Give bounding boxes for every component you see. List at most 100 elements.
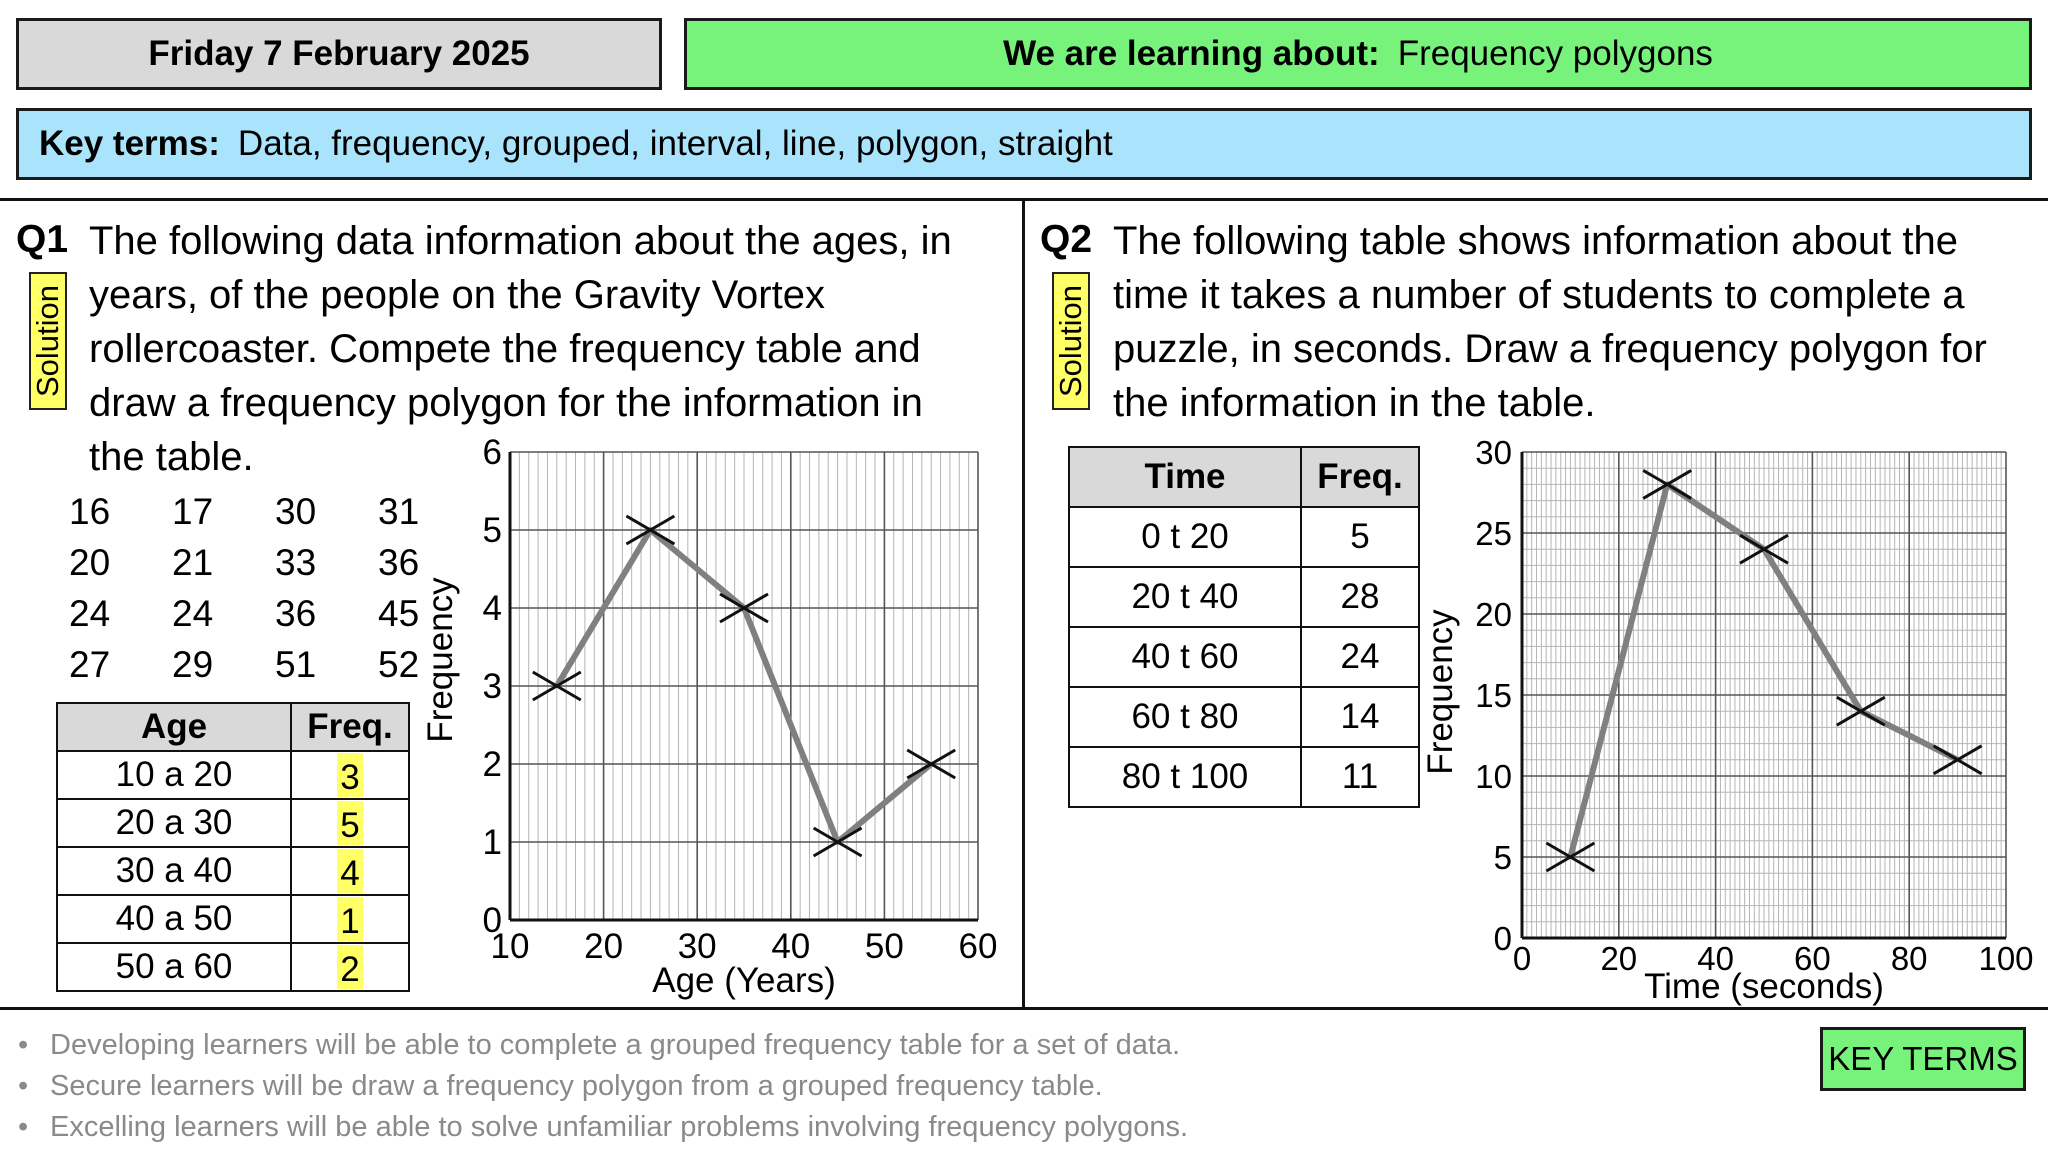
x-tick-label: 20 bbox=[584, 927, 623, 966]
data-value: 16 bbox=[69, 490, 111, 532]
y-axis-label: Frequency bbox=[421, 577, 460, 743]
date-banner: Friday 7 February 2025 bbox=[16, 18, 662, 90]
table-cell-interval: 40 a 50 bbox=[56, 894, 292, 944]
table-row: 20 t 40 28 bbox=[1068, 566, 1420, 628]
x-tick-label: 60 bbox=[959, 927, 998, 966]
data-row: 24 24 36 45 bbox=[60, 588, 472, 639]
highlighted-answer: 4 bbox=[337, 848, 363, 893]
highlighted-answer: 1 bbox=[337, 896, 363, 941]
y-tick-label: 25 bbox=[1475, 515, 1512, 552]
y-tick-label: 15 bbox=[1475, 677, 1512, 714]
q1-text-line: The following data information about the… bbox=[89, 219, 952, 263]
data-row: 16 17 30 31 bbox=[60, 486, 472, 537]
table-header-freq: Freq. bbox=[1300, 446, 1420, 508]
y-tick-label: 1 bbox=[483, 823, 502, 862]
data-point-cross bbox=[1739, 533, 1789, 565]
data-point-cross bbox=[532, 670, 582, 702]
bullet-icon: • bbox=[18, 1111, 29, 1143]
q1-text-line: draw a frequency polygon for the informa… bbox=[89, 381, 923, 425]
data-row: 20 21 33 36 bbox=[60, 537, 472, 588]
table-row: 10 a 20 3 bbox=[56, 750, 410, 800]
objective-label: We are learning about: bbox=[1003, 34, 1380, 73]
q1-solution-button[interactable]: Solution bbox=[29, 272, 67, 410]
q2-text-line: time it takes a number of students to co… bbox=[1113, 273, 1965, 317]
data-value: 36 bbox=[378, 541, 420, 583]
success-criteria-list: • Developing learners will be able to co… bbox=[18, 1025, 1188, 1148]
table-row: 0 t 20 5 bbox=[1068, 506, 1420, 568]
key-terms-banner: Key terms: Data, frequency, grouped, int… bbox=[16, 108, 2032, 180]
y-tick-label: 30 bbox=[1475, 434, 1512, 471]
table-cell-interval: 80 t 100 bbox=[1068, 746, 1302, 808]
y-tick-label: 0 bbox=[1494, 920, 1512, 957]
bullet-icon: • bbox=[18, 1029, 29, 1061]
success-criteria-item: • Excelling learners will be able to sol… bbox=[18, 1107, 1188, 1148]
table-cell-interval: 30 a 40 bbox=[56, 846, 292, 896]
table-row: 40 t 60 24 bbox=[1068, 626, 1420, 688]
table-row: 20 a 30 5 bbox=[56, 798, 410, 848]
criteria-text: Developing learners will be able to comp… bbox=[50, 1029, 1181, 1061]
data-value: 36 bbox=[275, 592, 317, 634]
x-tick-label: 0 bbox=[1513, 940, 1531, 977]
table-row: 50 a 60 2 bbox=[56, 942, 410, 992]
data-value: 45 bbox=[378, 592, 420, 634]
data-point-cross bbox=[1836, 695, 1886, 727]
x-axis-label: Age (Years) bbox=[652, 961, 836, 1000]
table-cell-frequency: 3 bbox=[290, 750, 410, 800]
data-point-cross bbox=[1642, 469, 1692, 500]
y-tick-label: 10 bbox=[1475, 758, 1512, 795]
success-criteria-item: • Developing learners will be able to co… bbox=[18, 1025, 1188, 1066]
key-terms-value: Data, frequency, grouped, interval, line… bbox=[237, 124, 1113, 163]
data-value: 33 bbox=[275, 541, 317, 583]
y-tick-label: 4 bbox=[483, 589, 502, 628]
table-cell-frequency: 1 bbox=[290, 894, 410, 944]
data-value: 31 bbox=[378, 490, 420, 532]
data-value: 21 bbox=[172, 541, 214, 583]
key-terms-button[interactable]: KEY TERMS bbox=[1820, 1027, 2026, 1091]
y-tick-label: 5 bbox=[1494, 839, 1512, 876]
table-cell-frequency: 28 bbox=[1300, 566, 1420, 628]
q2-text-line: The following table shows information ab… bbox=[1113, 219, 1958, 263]
q1-text-line: rollercoaster. Compete the frequency tab… bbox=[89, 327, 921, 371]
criteria-text: Secure learners will be draw a frequency… bbox=[50, 1070, 1103, 1102]
learning-objective-banner: We are learning about: Frequency polygon… bbox=[684, 18, 2032, 90]
q2-frequency-table: Time Freq. 0 t 20 5 20 t 40 28 40 t 60 2… bbox=[1068, 446, 1420, 808]
x-tick-label: 60 bbox=[1794, 940, 1831, 977]
criteria-text: Excelling learners will be able to solve… bbox=[50, 1111, 1189, 1143]
table-cell-frequency: 4 bbox=[290, 846, 410, 896]
table-header-age: Age bbox=[56, 702, 292, 752]
key-terms-label: Key terms: bbox=[39, 124, 220, 163]
x-tick-label: 30 bbox=[678, 927, 717, 966]
data-row: 27 29 51 52 bbox=[60, 639, 472, 690]
table-row: 30 a 40 4 bbox=[56, 846, 410, 896]
highlighted-answer: 5 bbox=[337, 800, 363, 845]
y-tick-label: 20 bbox=[1475, 596, 1512, 633]
success-criteria-item: • Secure learners will be draw a frequen… bbox=[18, 1066, 1188, 1107]
q2-question-text: The following table shows information ab… bbox=[1113, 214, 2033, 430]
table-cell-interval: 60 t 80 bbox=[1068, 686, 1302, 748]
data-point-cross bbox=[812, 826, 863, 858]
table-row: 40 a 50 1 bbox=[56, 894, 410, 944]
highlighted-answer: 2 bbox=[337, 944, 363, 989]
data-point-cross bbox=[625, 514, 676, 546]
bullet-icon: • bbox=[18, 1070, 29, 1102]
data-value: 24 bbox=[172, 592, 214, 634]
data-value: 30 bbox=[275, 490, 317, 532]
objective-value: Frequency polygons bbox=[1397, 34, 1713, 73]
table-cell-frequency: 5 bbox=[290, 798, 410, 848]
data-value: 17 bbox=[172, 490, 214, 532]
y-tick-label: 0 bbox=[483, 901, 502, 940]
table-cell-frequency: 14 bbox=[1300, 686, 1420, 748]
table-cell-interval: 0 t 20 bbox=[1068, 506, 1302, 568]
data-value: 24 bbox=[69, 592, 111, 634]
data-value: 52 bbox=[378, 643, 420, 685]
y-tick-label: 5 bbox=[483, 511, 502, 550]
center-divider bbox=[1022, 198, 1025, 1010]
table-cell-interval: 20 a 30 bbox=[56, 798, 292, 848]
table-row: 60 t 80 14 bbox=[1068, 686, 1420, 748]
table-row: 80 t 100 11 bbox=[1068, 746, 1420, 808]
q2-solution-button[interactable]: Solution bbox=[1052, 272, 1090, 410]
q1-question-text: The following data information about the… bbox=[89, 214, 1009, 484]
x-tick-label: 80 bbox=[1891, 940, 1928, 977]
data-point-cross bbox=[719, 592, 769, 624]
